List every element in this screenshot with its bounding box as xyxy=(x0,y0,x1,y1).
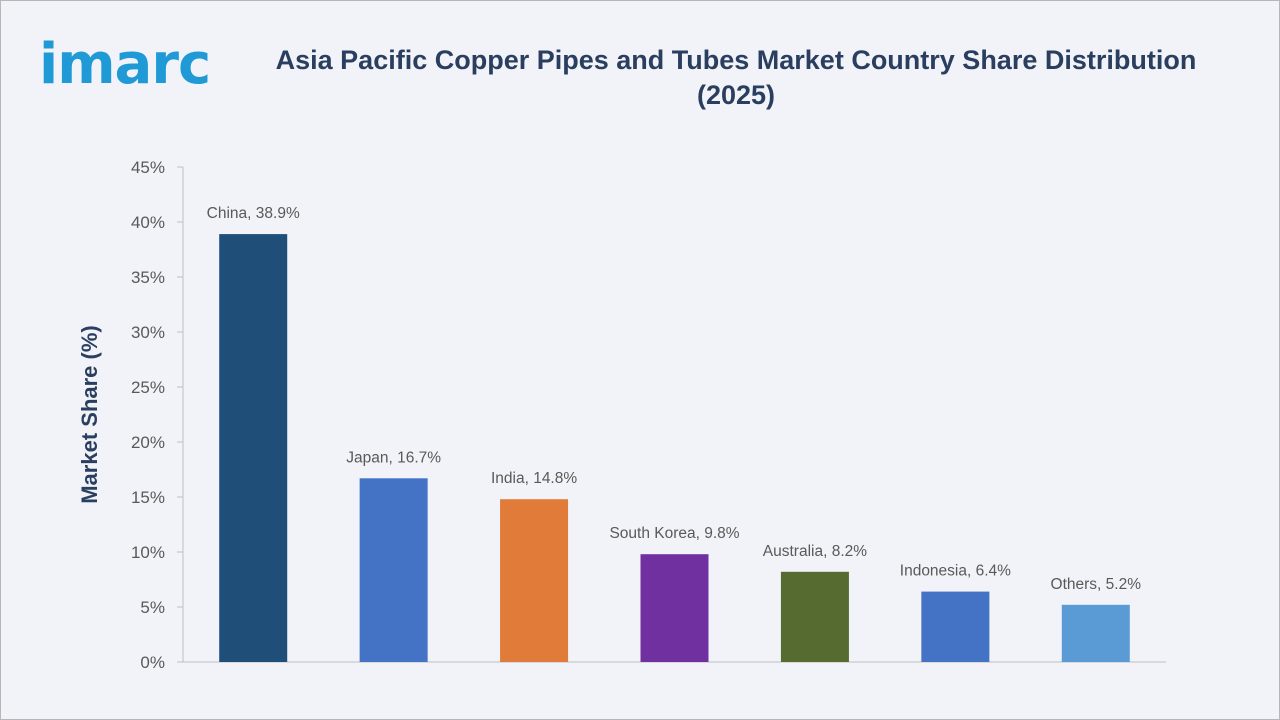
bars-group xyxy=(219,234,1130,662)
data-labels-group: China, 38.9% Japan, 16.7% India, 14.8% Sout… xyxy=(207,205,1142,593)
y-tick-label: 0% xyxy=(140,653,165,672)
y-tick-label: 10% xyxy=(131,543,165,562)
chart-title: Asia Pacific Copper Pipes and Tubes Mark… xyxy=(236,43,1236,113)
y-axis-ticks: 0% 5% 10% 15% 20% 25% 30% 35% 40% 45% xyxy=(131,158,183,672)
y-tick-label: 5% xyxy=(140,598,165,617)
data-label: Japan, 16.7% xyxy=(346,449,441,466)
bar-australia xyxy=(780,571,849,662)
data-label: Others, 5.2% xyxy=(1051,576,1142,593)
y-tick-label: 45% xyxy=(131,158,165,177)
bar-south-korea xyxy=(640,554,709,662)
y-tick-label: 25% xyxy=(131,378,165,397)
bar-japan xyxy=(359,478,428,662)
imarc-logo: imarc xyxy=(21,15,211,93)
y-tick-label: 35% xyxy=(131,268,165,287)
bar-india xyxy=(500,499,569,662)
bar-china xyxy=(219,234,288,662)
y-axis-label: Market Share (%) xyxy=(77,325,102,504)
y-tick-label: 15% xyxy=(131,488,165,507)
y-tick-label: 30% xyxy=(131,323,165,342)
data-label: India, 14.8% xyxy=(491,470,577,487)
data-label: Indonesia, 6.4% xyxy=(900,563,1011,580)
chart-title-line-1: Asia Pacific Copper Pipes and Tubes Mark… xyxy=(275,45,1197,75)
data-label: South Korea, 9.8% xyxy=(609,525,739,542)
chart-title-line-2: (2025) xyxy=(696,80,776,110)
bar-others xyxy=(1061,604,1130,662)
bar-indonesia xyxy=(921,591,990,662)
logo-text: imarc xyxy=(39,32,211,97)
data-label: China, 38.9% xyxy=(207,205,300,222)
y-tick-label: 40% xyxy=(131,213,165,232)
data-label: Australia, 8.2% xyxy=(763,543,867,560)
y-tick-label: 20% xyxy=(131,433,165,452)
